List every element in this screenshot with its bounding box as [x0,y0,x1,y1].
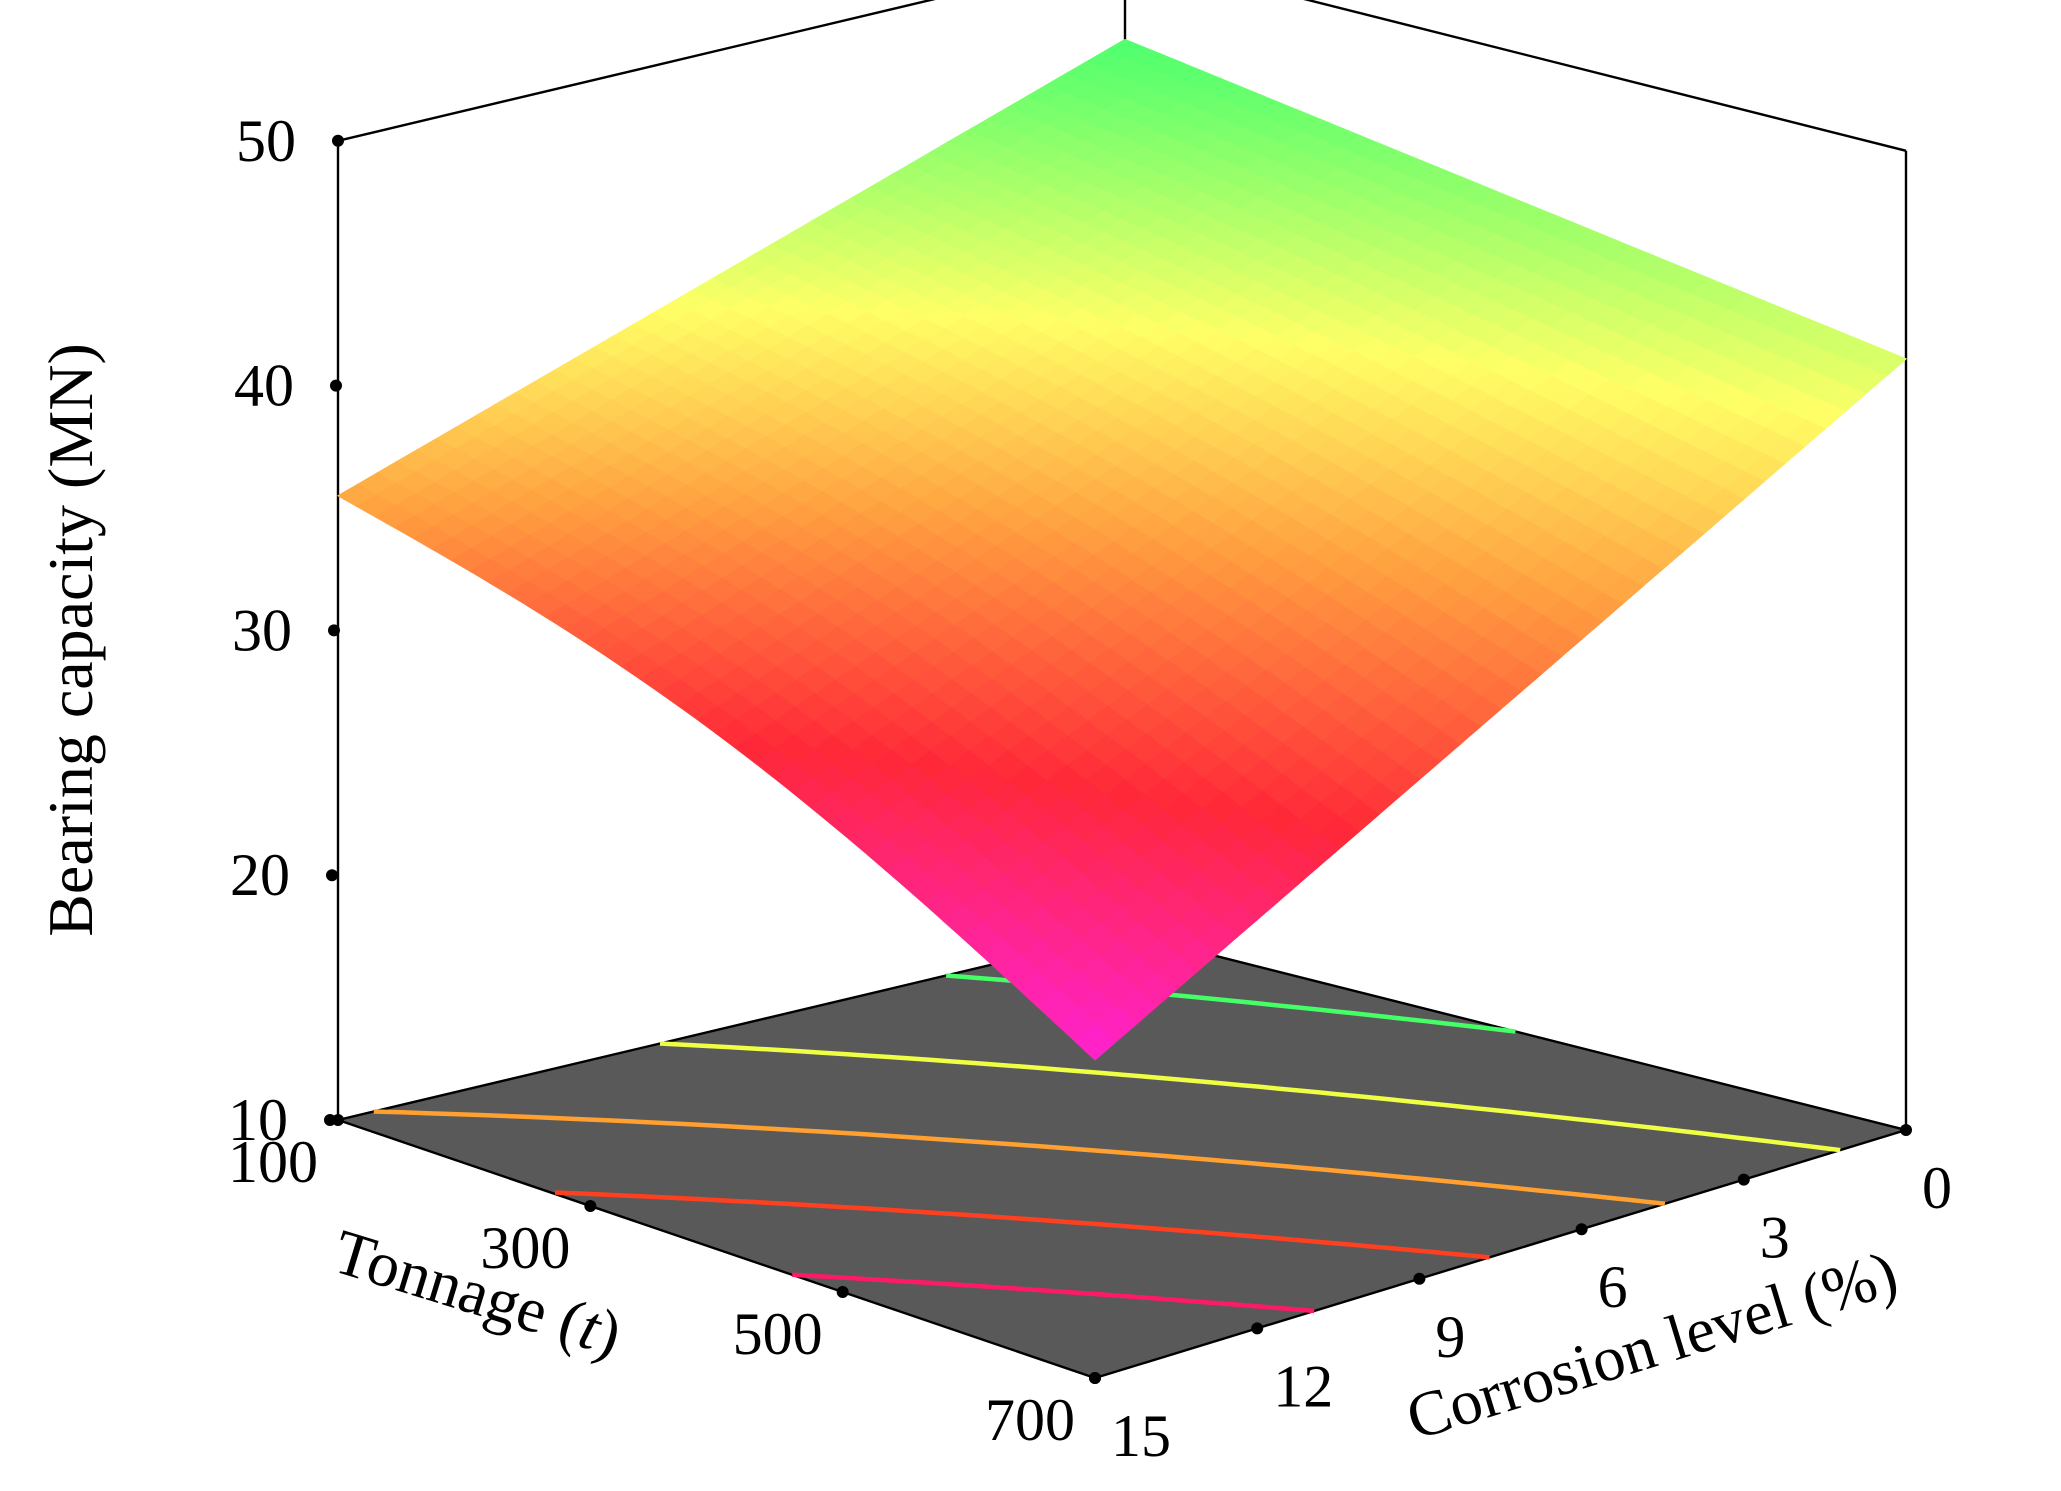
z-tick-dot-40 [330,379,342,392]
x-tick-dot-500 [836,1286,849,1298]
response-surface [336,38,1908,1061]
y-tick-dot-12 [1251,1322,1264,1335]
z-tick-label-10: 10 [228,1087,288,1153]
z-tick-label-30: 30 [232,597,292,663]
contour-line-40 [659,1041,1841,1153]
x-tick-dot-300 [584,1200,597,1212]
z-axis-title: Bearing capacity (MN) [35,343,106,937]
y-tick-label-9: 9 [1435,1304,1465,1370]
z-tick-dot-30 [328,624,340,637]
y-tick-dot-9 [1413,1272,1426,1285]
z-tick-label-50: 50 [236,108,296,174]
surface-facet [1075,1024,1117,1061]
x-tick-label-700: 700 [985,1387,1075,1453]
y-tick-label-3: 3 [1760,1205,1790,1271]
y-tick-dot-15 [1089,1372,1101,1384]
floor-contours [373,973,1841,1314]
x-tick-dot-100 [332,1114,344,1126]
y-tick-label-12: 12 [1273,1353,1333,1419]
x-tick-label-500: 500 [733,1301,823,1367]
box-edge-3 [337,0,936,142]
y-tick-label-15: 15 [1111,1403,1171,1469]
contour-line-32 [554,1190,1490,1260]
x-tick-label-300: 300 [480,1215,570,1281]
axis-ticks: 10 20 30 40 50 100 300 500 700 0 3 6 9 12 15 [228,108,1952,1469]
y-tick-dot-6 [1575,1223,1588,1236]
x-tick-label-100: 100 [228,1129,318,1195]
y-tick-label-6: 6 [1598,1254,1628,1320]
z-tick-dot-50 [332,134,344,147]
y-tick-dot-0 [1900,1124,1912,1136]
y-tick-dot-3 [1737,1173,1750,1186]
z-tick-label-40: 40 [234,353,294,419]
y-tick-label-0: 0 [1922,1155,1952,1221]
z-tick-dot-20 [326,869,338,882]
y-axis-title: Corrosion level (%) [1398,1237,1905,1454]
x-axis-title: Tonnage (t) [326,1215,630,1369]
contour-line-36 [373,1109,1666,1206]
contour-line-28 [792,1272,1315,1314]
box-edge-4 [1303,0,1907,152]
z-tick-label-20: 20 [230,842,290,908]
